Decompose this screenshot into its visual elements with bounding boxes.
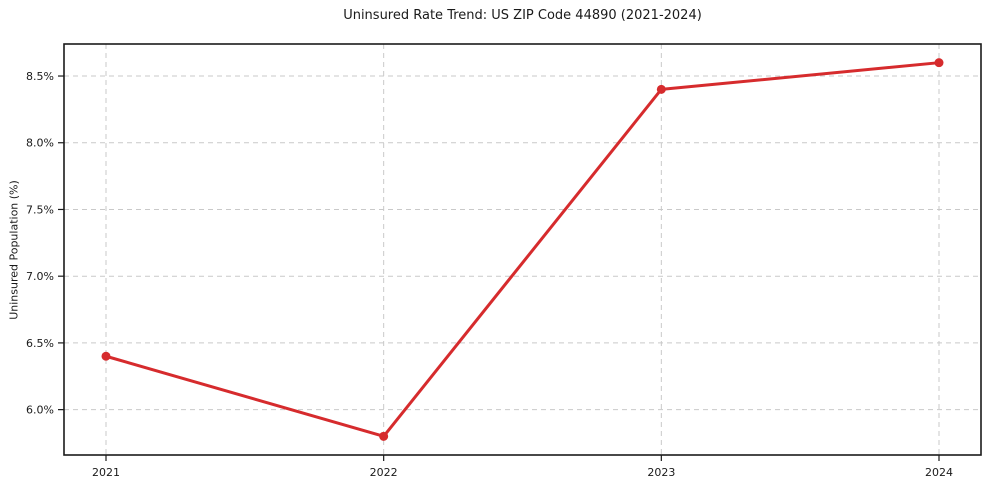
trend-line [104,61,941,438]
data-point-marker [934,58,944,68]
chart-title: Uninsured Rate Trend: US ZIP Code 44890 … [343,8,702,23]
data-point-marker [379,431,389,441]
x-tick-label: 2022 [370,466,398,479]
y-tick-label: 6.5% [26,337,54,350]
y-axis-label: Uninsured Population (%) [7,180,21,320]
y-tick-label: 6.0% [26,404,54,417]
x-tick-label: 2024 [925,466,953,479]
y-tick-label: 7.5% [26,203,54,216]
y-tick-label: 8.0% [26,137,54,150]
data-point-marker [656,84,666,94]
y-tick-label: 7.0% [26,270,54,283]
plot-border [63,43,982,456]
data-point-marker [101,351,111,361]
y-tick-label: 8.5% [26,70,54,83]
x-tick-label: 2021 [92,466,120,479]
x-tick-label: 2023 [647,466,675,479]
